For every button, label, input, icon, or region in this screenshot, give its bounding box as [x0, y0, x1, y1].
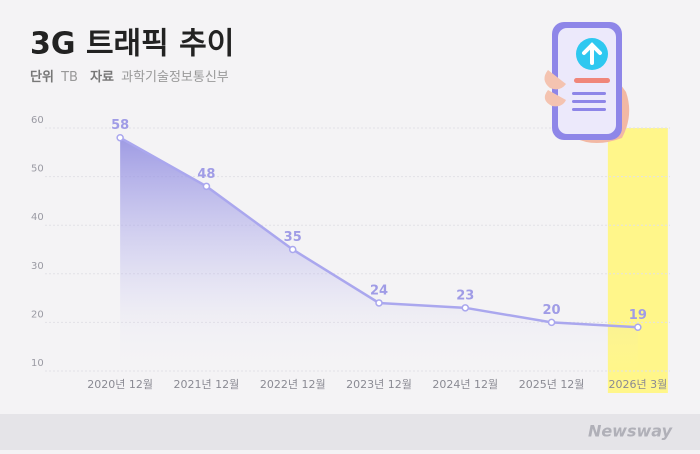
point — [375, 299, 383, 307]
x-tick-label: 2025년 12월 — [519, 378, 585, 391]
point — [116, 133, 124, 142]
watermark: Newsway — [588, 422, 673, 441]
area — [120, 137, 638, 371]
x-tick-label: 2021년 12월 — [174, 378, 240, 391]
point — [634, 323, 642, 332]
footer-bar — [0, 414, 700, 450]
point — [547, 318, 556, 327]
unit: TB — [60, 70, 78, 85]
source-label: 자료 — [90, 70, 114, 85]
value-label: 19 — [629, 308, 647, 323]
value-label: 48 — [197, 167, 215, 182]
value-label: 20 — [543, 303, 561, 318]
x-tick-label: 2024년 12월 — [432, 378, 498, 391]
value-label: 58 — [111, 118, 129, 133]
value-label: 23 — [456, 288, 474, 303]
x-tick-label: 2022년 12월 — [260, 378, 326, 391]
plot: 10 20 30 40 50 60 2020년 12월 2021년 12월 2022년 12월 2… — [31, 115, 670, 393]
chart-title: 3G 트래픽 추이 — [30, 27, 234, 62]
phone-illustration — [544, 22, 630, 143]
y-tick-label: 10 — [31, 358, 44, 369]
x-tick-label: 2026년 3월 — [608, 378, 667, 391]
unit-label: 단위 — [30, 69, 54, 85]
y-tick-label: 50 — [31, 164, 44, 175]
value-label: 35 — [284, 230, 302, 245]
x-tick-label: 2020년 12월 — [87, 378, 153, 391]
subtitle: 단위 TB 자료 과학기술정보통신부 — [30, 69, 229, 85]
source: 과학기술정보통신부 — [121, 70, 229, 85]
y-tick-label: 60 — [31, 115, 44, 126]
point — [288, 245, 297, 254]
point — [202, 182, 211, 191]
point — [461, 304, 470, 312]
x-tick-label: 2023년 12월 — [346, 378, 412, 391]
value-label: 24 — [370, 283, 388, 298]
y-tick-label: 40 — [31, 212, 44, 223]
y-tick-label: 20 — [31, 309, 44, 320]
y-tick-label: 30 — [31, 261, 44, 272]
